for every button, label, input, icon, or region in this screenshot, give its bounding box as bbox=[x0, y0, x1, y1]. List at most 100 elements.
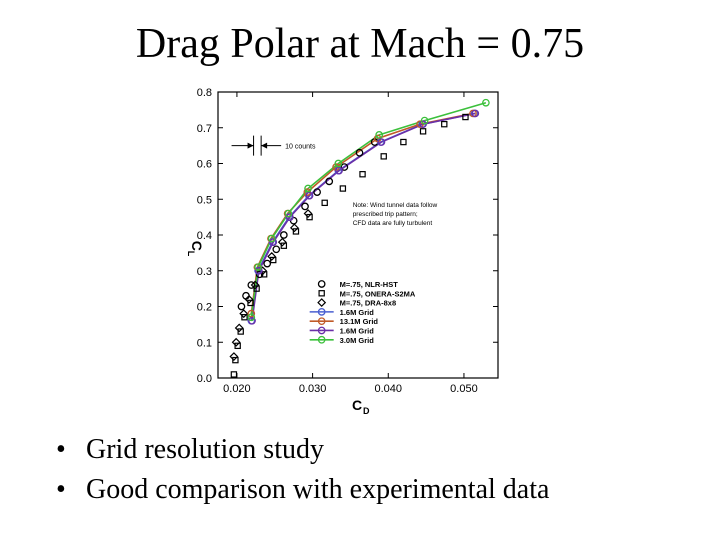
bullet-item: • Grid resolution study bbox=[56, 430, 549, 470]
exp-data-point bbox=[237, 302, 246, 311]
exp-data-point bbox=[441, 120, 448, 128]
exp-data-point bbox=[231, 337, 241, 347]
bullet-list: • Grid resolution study • Good comparison … bbox=[56, 430, 549, 510]
slide-title: Drag Polar at Mach = 0.75 bbox=[135, 21, 585, 67]
cfd-data-point bbox=[375, 131, 384, 139]
cfd-data-point bbox=[247, 313, 256, 322]
legend-marker bbox=[317, 335, 326, 344]
cfd-data-point bbox=[334, 159, 343, 168]
cfd-data-point bbox=[284, 209, 293, 218]
note-line: Note: Wind tunnel data follow bbox=[353, 202, 438, 209]
exp-data-point bbox=[462, 113, 469, 121]
y-tick-label: 0.1 bbox=[197, 337, 212, 349]
counts-arrowhead-right bbox=[261, 142, 268, 149]
exp-data-point bbox=[241, 314, 248, 321]
drag-polar-chart: 0.0 0.1 0.2 0.3 0.4 0.5 0.6 0.7 0.8 0.020 0.030 0.0… bbox=[186, 87, 499, 416]
exp-data-point bbox=[234, 342, 241, 350]
y-tick-label: 0.8 bbox=[197, 87, 212, 99]
exp-data-point bbox=[272, 245, 281, 254]
exp-data-point bbox=[244, 294, 254, 304]
exp-data-point bbox=[270, 256, 277, 264]
exp-data-point bbox=[313, 188, 321, 196]
legend-marker bbox=[317, 326, 326, 335]
y-tick-label: 0.5 bbox=[197, 194, 212, 206]
cfd-data-point bbox=[247, 309, 256, 318]
bullet-dot: • bbox=[56, 474, 66, 505]
y-tick-label: 0.3 bbox=[197, 266, 212, 278]
y-axis-label: C bbox=[189, 241, 205, 251]
exp-data-point bbox=[321, 199, 328, 207]
y-tick-label: 0.4 bbox=[197, 230, 212, 242]
exp-data-point bbox=[260, 271, 268, 278]
exp-data-point bbox=[340, 163, 349, 171]
bullet-item: • Good comparison with experimental data bbox=[56, 470, 549, 510]
x-tick-label: 0.050 bbox=[450, 383, 478, 395]
exp-data-point bbox=[237, 328, 244, 335]
exp-data-point bbox=[380, 153, 387, 160]
legend-label: 3.0M Grid bbox=[340, 336, 375, 345]
legend-label: 1.6M Grid bbox=[340, 326, 375, 335]
exp-data-point bbox=[419, 128, 427, 135]
exp-data-point bbox=[229, 352, 239, 361]
bullet-dot: • bbox=[56, 434, 66, 465]
cfd-data-point bbox=[254, 263, 262, 272]
exp-data-point bbox=[232, 356, 239, 364]
legend-marker bbox=[317, 317, 326, 326]
y-tick-label: 0.7 bbox=[197, 123, 212, 135]
series-line bbox=[251, 112, 476, 321]
legend-label: 13.1M Grid bbox=[340, 317, 379, 326]
exp-data-point bbox=[267, 252, 277, 261]
cfd-data-point bbox=[469, 109, 477, 118]
cfd-data-point bbox=[471, 109, 480, 118]
x-axis-label: C bbox=[352, 397, 362, 413]
exp-data-point bbox=[239, 309, 249, 319]
cfd-data-point bbox=[286, 213, 294, 221]
exp-data-point bbox=[250, 280, 260, 290]
exp-data-point bbox=[339, 185, 347, 192]
x-tick-label: 0.030 bbox=[299, 383, 327, 395]
note-line: CFD data are fully turbulent bbox=[353, 220, 433, 227]
exp-data-point bbox=[263, 259, 272, 268]
cfd-data-point bbox=[305, 191, 314, 200]
legend-marker bbox=[317, 280, 326, 288]
cfd-data-point bbox=[267, 234, 276, 243]
y-axis-label-subscript: L bbox=[186, 251, 196, 257]
note-line: prescribed trip pattern; bbox=[353, 211, 418, 218]
exp-data-point bbox=[280, 242, 288, 249]
cfd-data-point bbox=[269, 238, 278, 246]
cfd-data-point bbox=[420, 116, 429, 125]
legend-label: 1.6M Grid bbox=[340, 308, 375, 317]
legend-label: M=.75, NLR-HST bbox=[340, 280, 399, 289]
legend-marker bbox=[318, 290, 325, 297]
y-tick-label: 0.2 bbox=[197, 302, 212, 314]
counts-label: 10 counts bbox=[285, 144, 316, 151]
x-tick-label: 0.040 bbox=[375, 383, 403, 395]
exp-data-point bbox=[277, 237, 287, 247]
exp-data-point bbox=[234, 323, 244, 333]
y-tick-label: 0.6 bbox=[197, 159, 212, 171]
exp-data-point bbox=[400, 138, 407, 146]
exp-data-point bbox=[230, 371, 238, 378]
bullet-text: Grid resolution study bbox=[86, 434, 324, 465]
cfd-data-point bbox=[255, 266, 263, 275]
cfd-data-point bbox=[419, 120, 427, 129]
exp-data-point bbox=[247, 299, 254, 307]
exp-data-point bbox=[303, 209, 313, 218]
legend-label: M=.75, ONERA-S2MA bbox=[340, 289, 416, 298]
exp-data-point bbox=[325, 177, 334, 186]
exp-data-point bbox=[355, 148, 364, 157]
exp-data-point bbox=[292, 228, 300, 235]
exp-data-point bbox=[359, 171, 366, 178]
exp-data-point bbox=[279, 231, 288, 239]
y-tick-label: 0.0 bbox=[197, 373, 212, 385]
exp-data-point bbox=[247, 281, 256, 289]
legend-marker bbox=[317, 308, 326, 316]
cfd-data-point bbox=[248, 316, 256, 325]
cfd-data-point bbox=[304, 184, 312, 193]
legend-label: M=.75, DRA-8x8 bbox=[340, 299, 396, 308]
exp-data-point bbox=[253, 285, 260, 292]
legend-marker bbox=[317, 298, 327, 308]
exp-data-point bbox=[301, 202, 309, 211]
bullet-text: Good comparison with experimental data bbox=[86, 474, 550, 505]
cfd-data-point bbox=[335, 166, 343, 175]
